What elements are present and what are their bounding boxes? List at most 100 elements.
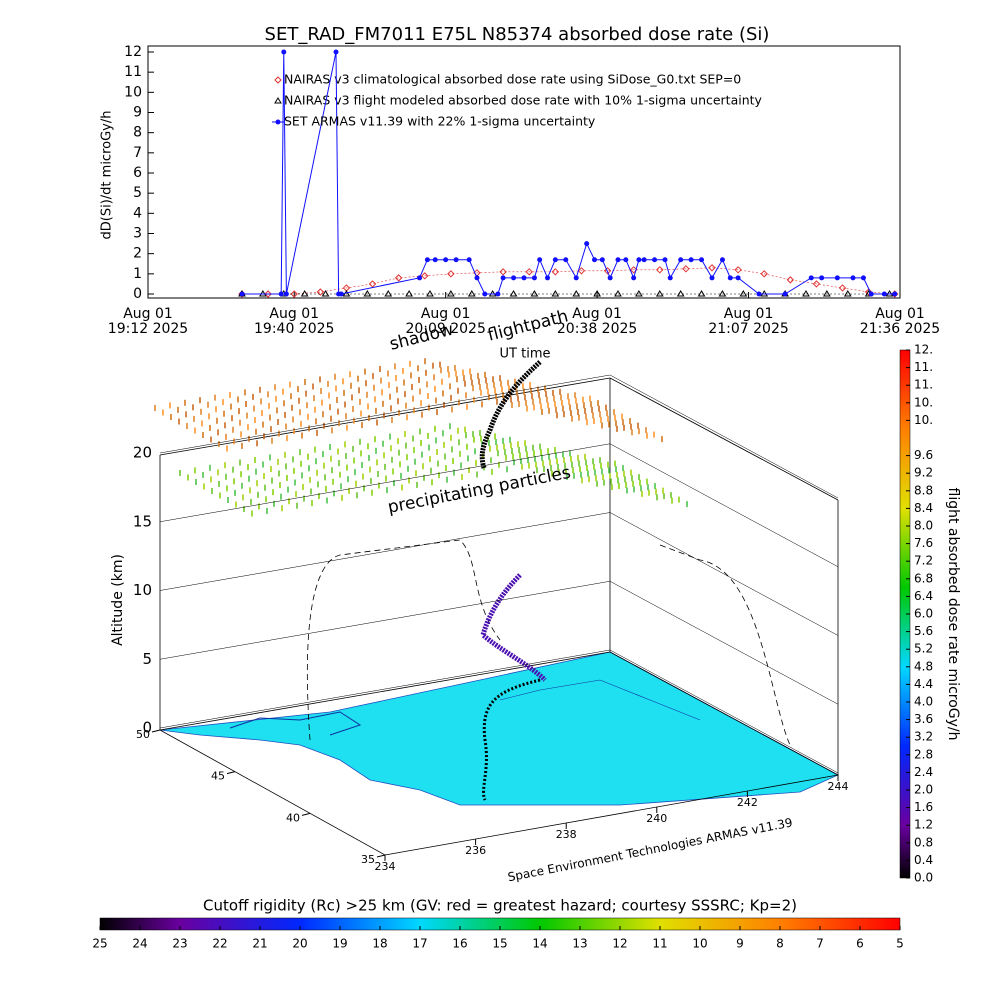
y-tick-label: 1: [133, 266, 142, 282]
cutoff-bar-label: Cutoff rigidity (Rc) >25 km (GV: red = g…: [203, 897, 797, 915]
box-edge: [159, 651, 611, 731]
flight-shadow: [479, 360, 542, 469]
marker: [676, 290, 685, 297]
y-tick-label: 5: [133, 185, 142, 201]
marker: [290, 290, 298, 298]
z-grid-line: [159, 374, 611, 454]
colorbar-label: flight absorbed dose rate microGy/h: [945, 488, 961, 741]
x-tick-label: Aug 01: [123, 306, 173, 322]
colorbar-tick-label: 8.8: [914, 483, 933, 497]
marker: [735, 275, 741, 281]
marker: [499, 268, 507, 276]
marker: [495, 291, 501, 297]
marker: [511, 275, 517, 281]
marker: [719, 257, 725, 263]
marker: [678, 257, 684, 263]
marker: [756, 291, 762, 297]
y-tick-label: 7: [133, 145, 142, 161]
colorbar-tick-label: 8.0: [914, 519, 933, 533]
colorbar-tick-label: 10.: [914, 413, 933, 427]
marker: [447, 290, 455, 297]
marker: [426, 290, 434, 297]
cutoff-tick-label: 10: [692, 937, 707, 951]
z-tick-label: 5: [142, 650, 152, 668]
marker: [652, 257, 658, 263]
colorbar-tick-label: 11.: [914, 360, 933, 374]
marker: [739, 290, 748, 297]
flight-path: [479, 360, 547, 801]
marker: [614, 290, 622, 297]
marker: [537, 257, 543, 263]
colorbar-tick-label: 1.6: [914, 800, 933, 814]
y-tick-label: 4: [133, 205, 142, 221]
marker: [834, 275, 840, 281]
y-tick: [226, 771, 236, 775]
marker: [283, 291, 289, 297]
marker: [655, 290, 664, 297]
x-tick-label: 21:07 2025: [708, 321, 788, 337]
colorbar-tick-label: 12.: [914, 343, 933, 357]
marker: [482, 291, 488, 297]
cutoff-tick-label: 9: [736, 937, 744, 951]
marker: [636, 257, 642, 263]
marker: [521, 275, 527, 281]
colorbar-tick-label: 2.0: [914, 783, 933, 797]
cutoff-tick-label: 7: [816, 937, 824, 951]
marker: [577, 267, 586, 275]
y-axis-label: dD(Si)/dt microGy/h: [100, 111, 115, 240]
x-tick-label: 20:38 2025: [557, 321, 637, 337]
y-tick: [376, 854, 386, 858]
cutoff-tick-label: 13: [572, 937, 587, 951]
marker: [734, 266, 742, 274]
state-border: [499, 679, 701, 721]
marker: [615, 257, 621, 263]
legend-label: NAIRAS v3 climatological absorbed dose r…: [284, 72, 741, 87]
colorbar-tick-label: 2.4: [914, 765, 933, 779]
z-grid-line: [159, 581, 611, 660]
marker: [545, 275, 550, 281]
flight-track: [480, 573, 547, 682]
annotation: UT time: [500, 347, 551, 362]
colorbar-tick-label: 9.6: [914, 448, 933, 462]
marker: [424, 257, 430, 263]
marker: [868, 291, 874, 297]
y-tick-label: 6: [133, 165, 142, 181]
x-tick-label: 21:36 2025: [860, 321, 940, 337]
y-tick-label: 45: [211, 770, 225, 783]
marker: [838, 284, 847, 292]
x-tick-label: Aug 01: [875, 306, 925, 322]
colorbar-tick-label: 7.2: [914, 554, 933, 568]
legend-marker: [274, 97, 282, 104]
cutoff-tick-label: 17: [412, 937, 427, 951]
cutoff-tick-label: 24: [132, 937, 147, 951]
marker: [417, 275, 423, 281]
marker: [593, 290, 601, 297]
marker: [333, 49, 339, 55]
y-tick-label: 12: [124, 44, 142, 60]
colorbar-tick-label: 6.8: [914, 571, 933, 585]
marker: [635, 290, 643, 297]
x-tick-label: 240: [646, 812, 667, 825]
y-tick-label: 50: [136, 728, 150, 741]
z-grid-line: [609, 443, 839, 567]
x-tick-label: 242: [737, 796, 758, 809]
colorbar-tick-label: 5.6: [914, 624, 933, 638]
z-grid-line: [609, 649, 839, 774]
colorbar-tick-label: 10.: [914, 395, 933, 409]
x-tick-label: Aug 01: [269, 306, 319, 322]
colorbar-tick-label: 3.6: [914, 712, 933, 726]
z-tick-label: 10: [133, 581, 152, 599]
y-tick-label: 0: [133, 286, 142, 302]
marker: [394, 274, 403, 282]
z-axis-label: Altitude (km): [110, 554, 126, 646]
series-line: [242, 51, 895, 295]
z-grid-line: [159, 443, 611, 522]
colorbar-tick-label: 2.8: [914, 747, 933, 761]
y-tick-label: 11: [124, 64, 142, 80]
marker: [584, 241, 590, 247]
marker: [573, 275, 579, 281]
marker: [466, 257, 472, 263]
marker: [808, 275, 814, 281]
marker: [892, 291, 898, 297]
dose-fields: [154, 358, 688, 517]
